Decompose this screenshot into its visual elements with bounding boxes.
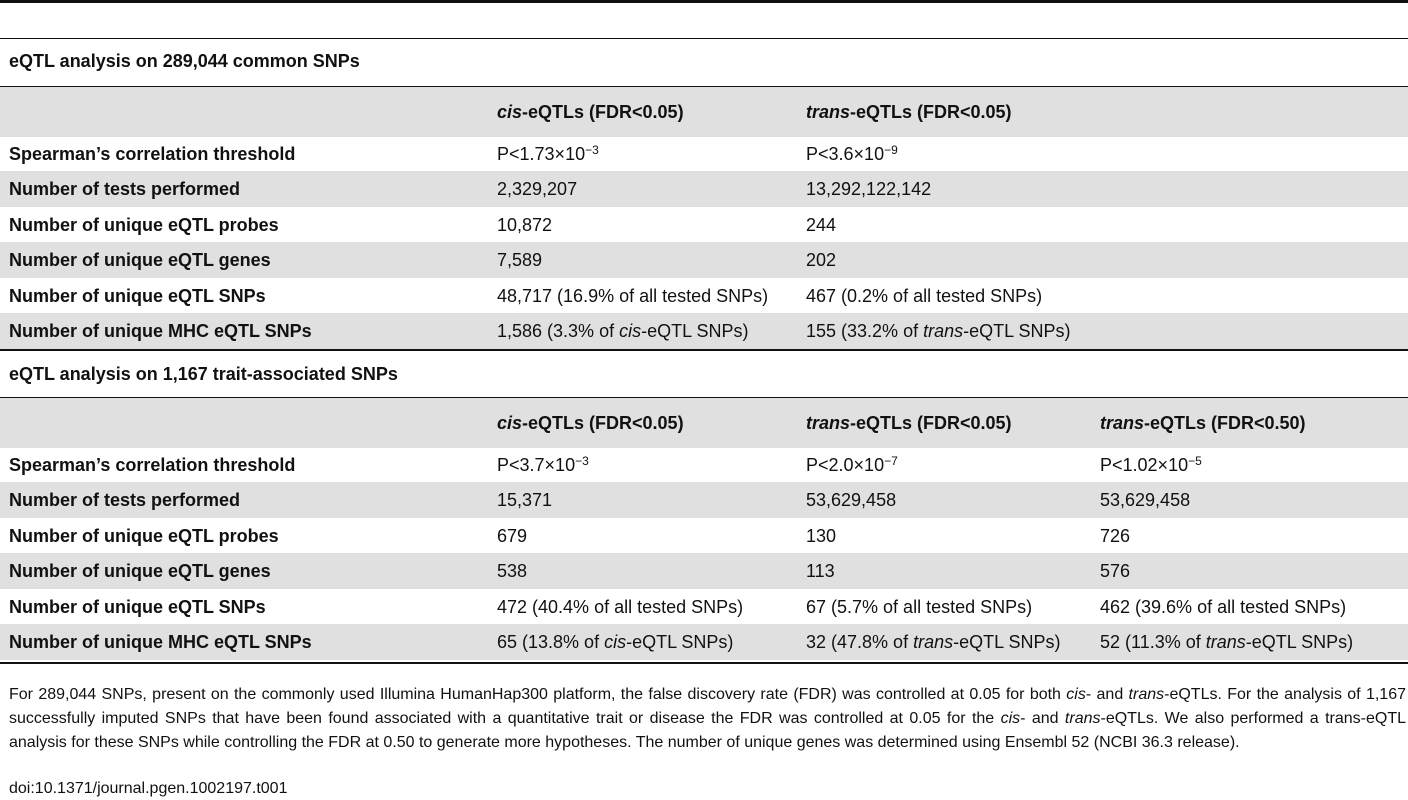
row-label: Number of unique eQTL genes: [9, 250, 271, 270]
table-cell: 202: [806, 250, 837, 270]
table-cell: P<3.6×10−9: [806, 143, 898, 164]
table-cell: P<1.73×10−3: [497, 143, 599, 164]
table-row: Number of tests performed 2,329,207 13,2…: [0, 171, 1408, 207]
table-cell: 130: [806, 526, 837, 546]
table-cell: 1,586 (3.3% of cis-eQTL SNPs): [497, 321, 749, 341]
table-cell: 7,589: [497, 250, 543, 270]
table-cell: 10,872: [497, 215, 553, 235]
table-header-row: cis-eQTLs (FDR<0.05) trans-eQTLs (FDR<0.…: [0, 398, 1408, 448]
table-cell: 467 (0.2% of all tested SNPs): [806, 286, 1043, 306]
divider: [0, 397, 1408, 398]
column-header-trans-050: trans-eQTLs (FDR<0.50): [1100, 413, 1306, 433]
table-row: Number of unique eQTL genes 538 113 576: [0, 553, 1408, 589]
table-row: Number of unique MHC eQTL SNPs 1,586 (3.…: [0, 313, 1408, 349]
row-label: Number of tests performed: [9, 179, 241, 199]
table-row: Spearman’s correlation threshold P<3.7×1…: [0, 447, 1408, 483]
table-row: Number of unique eQTL probes 10,872 244: [0, 207, 1408, 243]
divider: [0, 38, 1408, 39]
section-title-common-snps: eQTL analysis on 289,044 common SNPs: [9, 51, 360, 71]
table-cell: 462 (39.6% of all tested SNPs): [1100, 597, 1347, 617]
table-cell: 113: [806, 561, 835, 581]
table-cell: 13,292,122,142: [806, 179, 932, 199]
table-cell: P<2.0×10−7: [806, 454, 898, 475]
divider: [0, 349, 1408, 351]
row-label: Number of unique eQTL genes: [9, 561, 271, 581]
row-label: Number of unique eQTL probes: [9, 526, 279, 546]
table-cell: 2,329,207: [497, 179, 578, 199]
column-header-trans-005: trans-eQTLs (FDR<0.05): [806, 413, 1012, 433]
table-cell: 155 (33.2% of trans-eQTL SNPs): [806, 321, 1071, 341]
table-cell: 244: [806, 215, 837, 235]
divider: [0, 86, 1408, 87]
table-cell: 538: [497, 561, 528, 581]
table-cell: P<3.7×10−3: [497, 454, 589, 475]
column-header-cis: cis-eQTLs (FDR<0.05): [497, 102, 684, 122]
row-label: Number of unique MHC eQTL SNPs: [9, 321, 312, 341]
row-label: Spearman’s correlation threshold: [9, 144, 296, 164]
row-label: Number of unique MHC eQTL SNPs: [9, 632, 312, 652]
table-cell: 53,629,458: [806, 490, 897, 510]
table-top-border: [0, 0, 1408, 3]
column-header-cis: cis-eQTLs (FDR<0.05): [497, 413, 684, 433]
table-cell: 67 (5.7% of all tested SNPs): [806, 597, 1033, 617]
table-cell: 32 (47.8% of trans-eQTL SNPs): [806, 632, 1061, 652]
table-row: Number of unique eQTL SNPs 48,717 (16.9%…: [0, 278, 1408, 314]
table-row: Number of tests performed 15,371 53,629,…: [0, 482, 1408, 518]
row-label: Number of unique eQTL probes: [9, 215, 279, 235]
table-cell: 576: [1100, 561, 1131, 581]
row-label: Number of tests performed: [9, 490, 241, 510]
table-cell: 472 (40.4% of all tested SNPs): [497, 597, 744, 617]
table-cell: 679: [497, 526, 528, 546]
table-cell: P<1.02×10−5: [1100, 454, 1202, 475]
table-row: Number of unique eQTL genes 7,589 202: [0, 242, 1408, 278]
table-footnote: For 289,044 SNPs, present on the commonl…: [9, 686, 1406, 751]
table-row: Number of unique eQTL probes 679 130 726: [0, 518, 1408, 554]
table-cell: 15,371: [497, 490, 553, 510]
table-cell: 52 (11.3% of trans-eQTL SNPs): [1100, 632, 1354, 652]
section-title-trait-snps: eQTL analysis on 1,167 trait-associated …: [9, 364, 398, 384]
table-row: Spearman’s correlation threshold P<1.73×…: [0, 136, 1408, 172]
table-header-row: cis-eQTLs (FDR<0.05) trans-eQTLs (FDR<0.…: [0, 87, 1408, 137]
row-label: Number of unique eQTL SNPs: [9, 286, 266, 306]
table-cell: 48,717 (16.9% of all tested SNPs): [497, 286, 769, 306]
row-label: Spearman’s correlation threshold: [9, 455, 296, 475]
table-row: Number of unique eQTL SNPs 472 (40.4% of…: [0, 589, 1408, 625]
doi-link[interactable]: doi:10.1371/journal.pgen.1002197.t001: [9, 780, 288, 797]
table-cell: 53,629,458: [1100, 490, 1191, 510]
table-bottom-border: [0, 662, 1408, 664]
column-header-trans: trans-eQTLs (FDR<0.05): [806, 102, 1012, 122]
row-label: Number of unique eQTL SNPs: [9, 597, 266, 617]
table-row: Number of unique MHC eQTL SNPs 65 (13.8%…: [0, 624, 1408, 660]
table-cell: 726: [1100, 526, 1131, 546]
table-cell: 65 (13.8% of cis-eQTL SNPs): [497, 632, 734, 652]
